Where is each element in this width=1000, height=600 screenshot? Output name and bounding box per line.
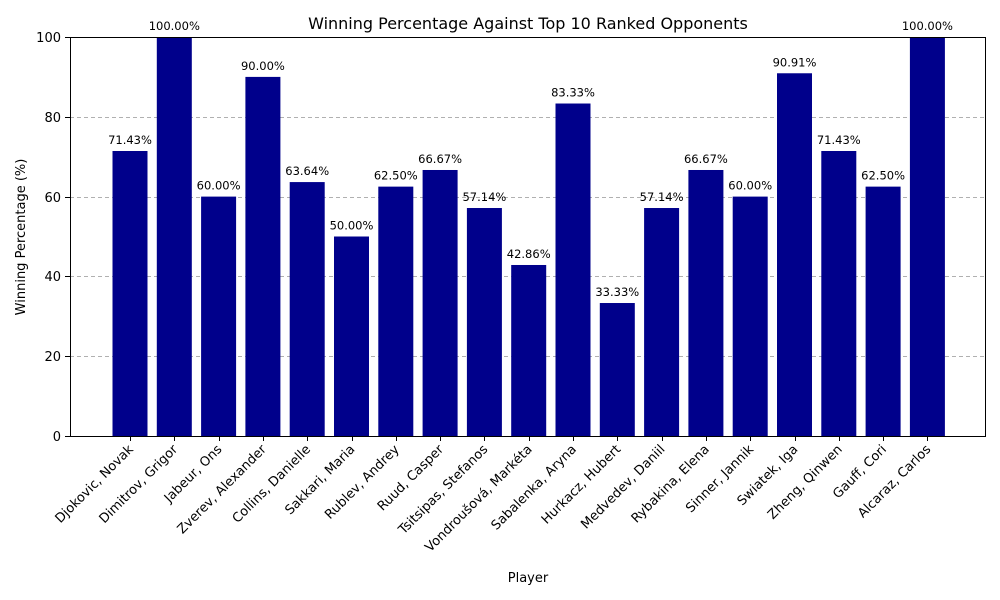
- x-tick-label: Rublev, Andrey: [322, 442, 403, 523]
- bar: [644, 208, 680, 436]
- bar: [289, 182, 325, 436]
- bar: [422, 169, 458, 436]
- bar: [599, 303, 635, 436]
- x-tick-label: Rybakina, Elena: [629, 442, 713, 526]
- data-label: 62.50%: [374, 169, 418, 183]
- bar: [909, 37, 945, 436]
- bar: [732, 196, 768, 436]
- bar: [511, 264, 547, 436]
- bar: [156, 37, 192, 436]
- y-tick-label: 60: [44, 191, 61, 206]
- y-axis-ticks: 0 20 40 60 80 100: [36, 31, 70, 445]
- y-tick-label: 80: [44, 111, 61, 126]
- bar: [378, 186, 414, 436]
- bar: [201, 196, 237, 436]
- bar: [688, 169, 724, 436]
- data-label: 50.00%: [330, 219, 374, 233]
- data-label: 33.33%: [595, 285, 639, 299]
- x-tick-label: Djokovic, Novak: [53, 442, 138, 527]
- bar: [334, 236, 369, 436]
- data-label: 100.00%: [902, 19, 953, 33]
- y-tick-label: 0: [53, 430, 61, 445]
- data-labels: 71.43% 100.00% 60.00% 90.00% 63.64% 50.00% 62.…: [108, 19, 953, 299]
- x-tick-label: Sabalenka, Aryna: [489, 442, 580, 533]
- x-tick-label: Hurkacz, Hubert: [539, 442, 624, 527]
- y-axis-label: Winning Percentage (%): [14, 159, 29, 316]
- x-axis-label: Player: [508, 571, 549, 586]
- plot-frame: [70, 37, 986, 437]
- bar: [112, 150, 148, 436]
- bar: [245, 76, 281, 437]
- bar: [555, 103, 591, 436]
- y-tick-label: 100: [36, 31, 61, 46]
- data-label: 100.00%: [149, 19, 200, 33]
- data-label: 71.43%: [817, 133, 861, 147]
- data-label: 83.33%: [551, 86, 595, 100]
- data-label: 57.14%: [462, 190, 506, 204]
- data-label: 60.00%: [728, 179, 772, 193]
- x-tick-label: Medvedev, Daniil: [578, 442, 668, 532]
- x-tick-label: Dimitrov, Grigor: [97, 442, 182, 527]
- data-label: 63.64%: [285, 164, 329, 178]
- bars: [112, 37, 945, 437]
- data-label: 57.14%: [640, 190, 684, 204]
- data-label: 71.43%: [108, 133, 152, 147]
- y-tick-label: 40: [44, 270, 61, 285]
- data-label: 60.00%: [197, 179, 241, 193]
- bar: [466, 208, 502, 436]
- data-label: 90.91%: [773, 55, 817, 69]
- y-tick-label: 20: [44, 350, 61, 365]
- data-label: 66.67%: [418, 152, 462, 166]
- x-tick-label: Collins, Danielle: [230, 442, 314, 526]
- bar: [821, 150, 857, 436]
- data-label: 66.67%: [684, 152, 728, 166]
- data-label: 90.00%: [241, 59, 285, 73]
- data-label: 42.86%: [507, 247, 551, 261]
- bar: [865, 186, 901, 436]
- chart-title: Winning Percentage Against Top 10 Ranked…: [308, 14, 748, 33]
- bar: [777, 73, 812, 436]
- x-tick-label: Zheng, Qinwen: [765, 442, 846, 523]
- data-label: 62.50%: [861, 169, 905, 183]
